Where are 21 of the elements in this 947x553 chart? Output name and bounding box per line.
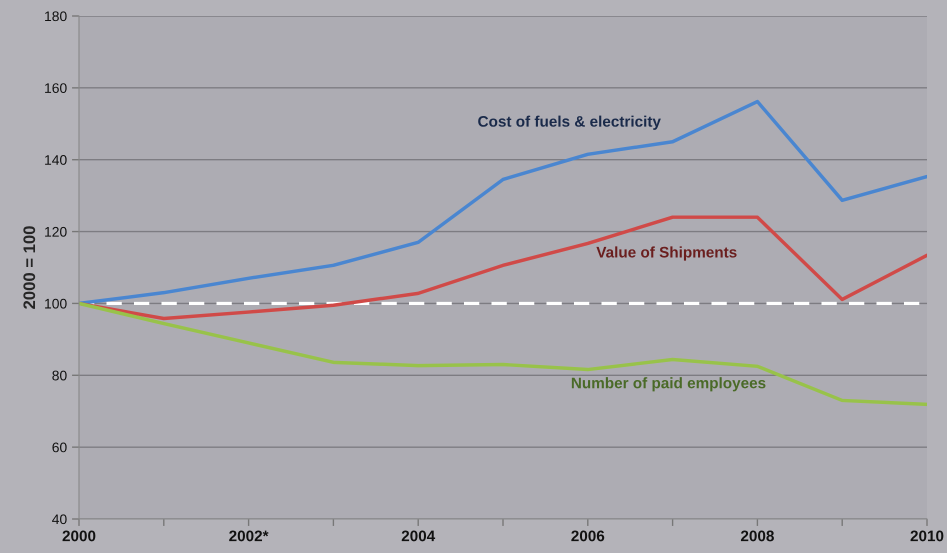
line-series — [79, 215, 927, 320]
x-tick-label: 2006 — [571, 530, 604, 542]
y-tick-label: 40 — [52, 514, 67, 524]
x-tick-label: 2000 — [62, 530, 96, 542]
x-tick-label: 2010 — [910, 530, 944, 542]
y-tick-label: 160 — [45, 83, 67, 94]
line-series — [79, 302, 927, 406]
y-tick-label: 80 — [52, 370, 67, 380]
y-tick-label: 60 — [52, 442, 67, 452]
y-axis-title: 2000 = 100 — [23, 226, 36, 309]
y-tick-label: 180 — [45, 11, 67, 22]
x-tick-label: 2004 — [402, 530, 436, 542]
y-tick-label: 120 — [45, 226, 67, 237]
series-label: Cost of fuels & electricity — [478, 116, 661, 130]
y-tick-label: 140 — [45, 155, 67, 165]
series-label: Number of paid employees — [572, 377, 766, 392]
x-tick-label: 2002* — [229, 530, 269, 542]
x-tick-label: 2008 — [740, 530, 774, 542]
series-label: Value of Shipments — [596, 246, 737, 261]
line-series — [79, 100, 927, 306]
y-tick-label: 100 — [45, 298, 67, 309]
